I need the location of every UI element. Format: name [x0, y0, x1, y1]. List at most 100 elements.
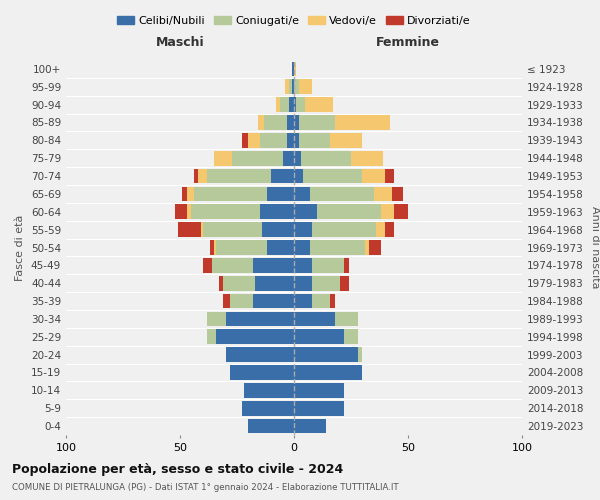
Bar [385, 222, 394, 237]
Bar [287, 133, 294, 148]
Bar [287, 115, 294, 130]
Bar [242, 133, 248, 148]
Bar [294, 80, 299, 94]
Bar [209, 240, 214, 255]
Bar [214, 151, 232, 166]
Bar [294, 294, 312, 308]
Bar [392, 186, 403, 201]
Bar [310, 240, 365, 255]
Bar [187, 204, 191, 219]
Bar [217, 330, 294, 344]
Bar [312, 276, 340, 290]
Bar [203, 222, 262, 237]
Bar [248, 133, 260, 148]
Bar [219, 276, 223, 290]
Bar [226, 312, 294, 326]
Bar [208, 330, 217, 344]
Bar [394, 204, 408, 219]
Bar [340, 276, 349, 290]
Bar [294, 204, 317, 219]
Bar [255, 276, 294, 290]
Bar [289, 98, 294, 112]
Bar [208, 168, 271, 184]
Bar [242, 401, 294, 415]
Bar [358, 348, 362, 362]
Bar [362, 168, 385, 184]
Bar [294, 401, 344, 415]
Bar [331, 133, 362, 148]
Bar [212, 258, 253, 272]
Bar [303, 168, 362, 184]
Y-axis label: Fasce di età: Fasce di età [16, 214, 25, 280]
Bar [376, 222, 385, 237]
Bar [294, 62, 296, 76]
Bar [294, 365, 362, 380]
Bar [198, 168, 208, 184]
Bar [369, 240, 380, 255]
Bar [331, 294, 335, 308]
Legend: Celibi/Nubili, Coniugati/e, Vedovi/e, Divorziati/e: Celibi/Nubili, Coniugati/e, Vedovi/e, Di… [113, 11, 475, 30]
Bar [214, 240, 217, 255]
Bar [294, 330, 344, 344]
Bar [294, 186, 310, 201]
Bar [175, 204, 187, 219]
Bar [244, 383, 294, 398]
Bar [294, 115, 299, 130]
Bar [380, 204, 394, 219]
Bar [271, 168, 294, 184]
Bar [248, 419, 294, 434]
Bar [283, 151, 294, 166]
Bar [191, 204, 260, 219]
Bar [257, 115, 265, 130]
Bar [262, 222, 294, 237]
Bar [294, 258, 312, 272]
Bar [312, 222, 376, 237]
Bar [294, 151, 301, 166]
Bar [385, 168, 394, 184]
Bar [294, 312, 335, 326]
Bar [335, 312, 358, 326]
Bar [260, 204, 294, 219]
Bar [253, 258, 294, 272]
Bar [312, 258, 344, 272]
Bar [299, 133, 331, 148]
Bar [266, 240, 294, 255]
Text: Femmine: Femmine [376, 36, 440, 50]
Bar [276, 98, 280, 112]
Bar [230, 365, 294, 380]
Text: COMUNE DI PIETRALUNGA (PG) - Dati ISTAT 1° gennaio 2024 - Elaborazione TUTTITALI: COMUNE DI PIETRALUNGA (PG) - Dati ISTAT … [12, 482, 398, 492]
Bar [344, 258, 349, 272]
Bar [194, 168, 198, 184]
Bar [294, 240, 310, 255]
Bar [299, 80, 312, 94]
Bar [253, 294, 294, 308]
Bar [294, 98, 296, 112]
Bar [200, 222, 203, 237]
Bar [223, 294, 230, 308]
Bar [294, 222, 312, 237]
Bar [305, 98, 333, 112]
Bar [294, 419, 326, 434]
Bar [310, 186, 374, 201]
Bar [178, 222, 200, 237]
Bar [182, 186, 187, 201]
Bar [365, 240, 369, 255]
Text: Popolazione per età, sesso e stato civile - 2024: Popolazione per età, sesso e stato civil… [12, 462, 343, 475]
Bar [294, 348, 358, 362]
Bar [351, 151, 383, 166]
Bar [374, 186, 392, 201]
Bar [294, 168, 303, 184]
Bar [292, 62, 294, 76]
Bar [194, 186, 266, 201]
Bar [301, 151, 351, 166]
Bar [289, 80, 292, 94]
Bar [280, 98, 289, 112]
Bar [299, 115, 335, 130]
Bar [312, 294, 331, 308]
Bar [317, 204, 380, 219]
Bar [294, 133, 299, 148]
Bar [203, 258, 212, 272]
Bar [217, 240, 266, 255]
Bar [292, 80, 294, 94]
Bar [187, 186, 194, 201]
